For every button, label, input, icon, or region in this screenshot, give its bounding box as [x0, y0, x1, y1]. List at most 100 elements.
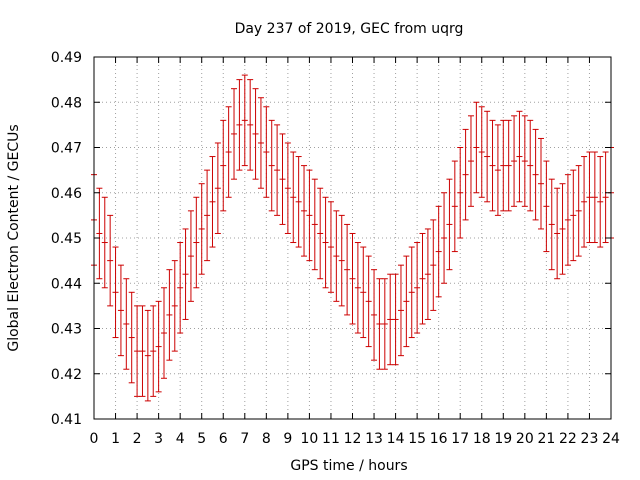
error-bar [467, 115, 474, 207]
error-bar [511, 115, 518, 207]
error-bar [570, 169, 577, 262]
error-bar [591, 151, 598, 244]
y-tick-labels: 0.41 0.42 0.43 0.44 0.45 0.46 0.47 0.48 0.49 [51, 50, 82, 428]
error-bar [107, 214, 114, 307]
x-tick-label: 21 [537, 431, 555, 447]
error-bar [279, 133, 286, 225]
error-bar [597, 156, 604, 248]
error-bar [521, 115, 528, 207]
error-bar [457, 147, 464, 239]
error-bar [257, 97, 264, 189]
x-tick-label: 13 [365, 431, 383, 447]
x-tick-label: 17 [451, 431, 469, 447]
y-tick-label: 0.47 [51, 141, 82, 157]
error-bar [150, 305, 157, 397]
x-tick-label: 11 [322, 431, 340, 447]
error-bar [360, 246, 367, 339]
error-bar [123, 278, 130, 370]
error-bar [408, 246, 415, 339]
error-bar [166, 269, 173, 361]
error-bar [338, 214, 345, 307]
error-bar [446, 178, 453, 271]
error-bar [101, 196, 108, 289]
error-bar [295, 156, 302, 248]
chart-title: Day 237 of 2019, GEC from uqrg [235, 21, 464, 37]
x-tick-label: 2 [133, 431, 142, 447]
x-tick-label: 8 [262, 431, 271, 447]
x-tick-label: 0 [90, 431, 99, 447]
error-bar [187, 210, 194, 302]
error-bar [290, 151, 297, 244]
x-tick-label: 12 [344, 431, 362, 447]
error-bar [489, 119, 496, 212]
error-bar [537, 137, 544, 230]
error-bar [532, 128, 539, 221]
error-bar [575, 165, 582, 257]
error-bar [327, 201, 334, 293]
error-bar [559, 183, 566, 275]
error-bar [263, 106, 270, 198]
error-bar [505, 119, 512, 212]
x-tick-label: 18 [473, 431, 491, 447]
error-bar [554, 187, 561, 280]
error-bar [171, 260, 178, 352]
error-bar [139, 305, 146, 397]
error-bar [564, 174, 571, 266]
error-bar [419, 232, 426, 325]
error-bar [371, 269, 378, 361]
error-bar [134, 305, 141, 397]
error-bar [516, 110, 523, 203]
error-bar [435, 205, 442, 298]
x-tick-label: 7 [240, 431, 249, 447]
error-bar [392, 273, 399, 366]
y-tick-label: 0.46 [51, 186, 82, 202]
y-tick-label: 0.48 [51, 95, 82, 111]
error-bar [387, 273, 394, 366]
error-bar [462, 128, 469, 221]
error-bar [527, 119, 534, 212]
x-tick-label: 16 [430, 431, 448, 447]
error-bar [182, 228, 189, 320]
error-bar [284, 142, 291, 234]
x-tick-label: 5 [197, 431, 206, 447]
error-bar [500, 119, 507, 212]
error-bar [231, 88, 238, 180]
error-bar [204, 169, 211, 262]
error-bar [241, 74, 248, 167]
error-bar [268, 119, 275, 212]
x-tick-label: 1 [111, 431, 120, 447]
error-bar [543, 160, 550, 253]
error-bar [381, 278, 388, 370]
error-bar [306, 169, 313, 262]
error-bar [581, 156, 588, 248]
x-tick-labels: 0 1 2 3 4 5 6 7 8 9 10 11 12 13 14 15 16 17 18 19 20 21 22 23 24 [90, 431, 620, 447]
x-tick-label: 22 [559, 431, 577, 447]
error-bar [430, 219, 437, 311]
error-bar [220, 119, 227, 212]
x-tick-label: 20 [516, 431, 534, 447]
y-tick-label: 0.41 [51, 412, 82, 428]
error-bar [301, 165, 308, 257]
error-bar [473, 101, 480, 194]
y-tick-label: 0.49 [51, 50, 82, 66]
error-bar [354, 242, 361, 334]
y-tick-label: 0.44 [51, 276, 82, 292]
error-bar [96, 187, 103, 280]
error-bar [193, 196, 200, 289]
error-bar [209, 156, 216, 248]
x-tick-label: 23 [581, 431, 599, 447]
error-bar [365, 255, 372, 348]
y-tick-label: 0.45 [51, 231, 82, 247]
x-tick-label: 3 [154, 431, 163, 447]
x-tick-label: 15 [408, 431, 426, 447]
error-bar [586, 151, 593, 244]
error-bar [322, 196, 329, 289]
error-bar [274, 124, 281, 216]
error-bar [424, 228, 431, 320]
error-bars [91, 74, 614, 402]
error-bar [177, 242, 184, 334]
y-tick-label: 0.43 [51, 322, 82, 338]
error-bar [198, 183, 205, 275]
error-bar [112, 246, 119, 339]
error-bar [225, 106, 232, 198]
